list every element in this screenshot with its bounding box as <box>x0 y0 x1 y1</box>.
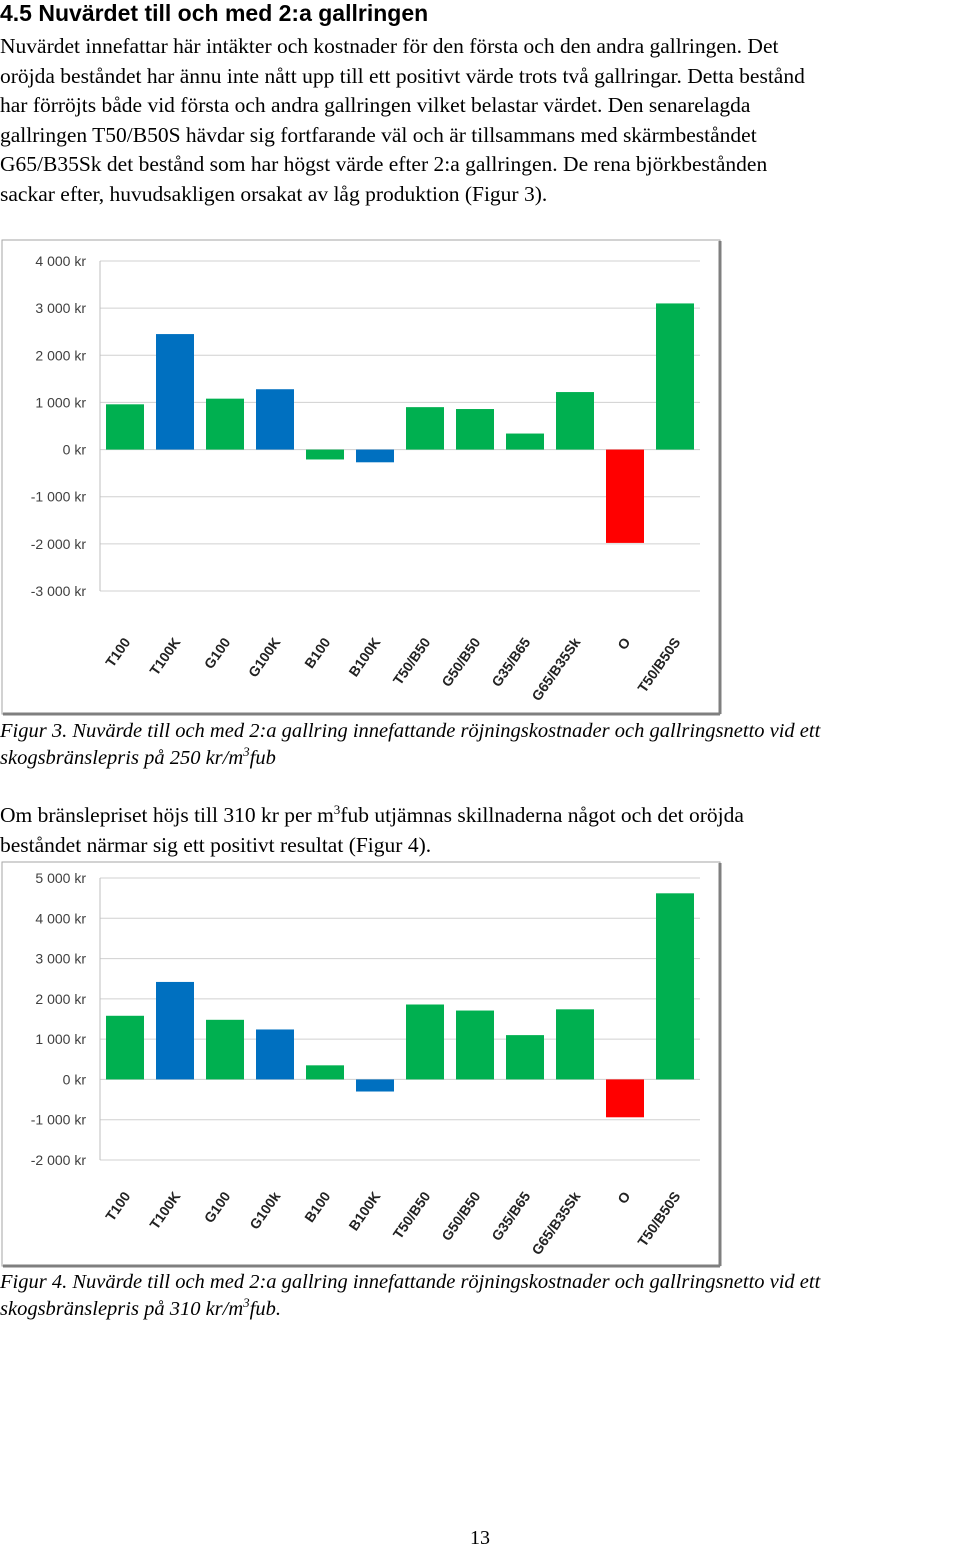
y-tick-label: 2 000 kr <box>35 991 86 1007</box>
bar-g100k <box>256 389 294 450</box>
bar-g65-b35sk <box>556 1009 594 1080</box>
caption-text: skogsbränslepris på 250 kr/m <box>0 747 244 769</box>
bar-g50-b50 <box>456 1010 494 1080</box>
y-tick-label: -2 000 kr <box>31 1152 87 1168</box>
bar-t50-b50s <box>656 893 694 1080</box>
bar-b100k <box>356 1079 394 1092</box>
caption-line: Figur 4. Nuvärde till och med 2:a gallri… <box>0 1271 821 1293</box>
bar-g35-b65 <box>506 433 544 450</box>
paragraph-price: Om bränslepriset höjs till 310 kr per m3… <box>0 801 960 860</box>
bar-t50-b50 <box>406 1004 444 1080</box>
caption-text: skogsbränslepris på 310 kr/m <box>0 1298 244 1320</box>
chart-frame <box>1 239 721 715</box>
text-line: Om bränslepriset höjs till 310 kr per m3… <box>0 801 960 831</box>
bar-t100 <box>106 404 144 450</box>
page-number: 13 <box>470 1527 490 1549</box>
y-tick-label: 0 kr <box>63 1071 87 1087</box>
bar-b100 <box>306 1065 344 1080</box>
text-line: sackar efter, huvudsakligen orsakat av l… <box>0 181 548 206</box>
y-tick-label: 1 000 kr <box>35 1031 86 1047</box>
caption-line: skogsbränslepris på 310 kr/m3fub. <box>0 1296 960 1323</box>
text-line: Nuvärdet innefattar här intäkter och kos… <box>0 34 779 58</box>
text-line: har förröjts både vid första och andra g… <box>0 93 751 117</box>
bar-t100 <box>106 1015 144 1080</box>
bar-g65-b35sk <box>556 392 594 450</box>
caption-text: fub. <box>249 1298 281 1320</box>
y-tick-label: -2 000 kr <box>31 536 87 552</box>
figure-4-caption: Figur 4. Nuvärde till och med 2:a gallri… <box>0 1269 960 1323</box>
superscript: 3 <box>333 802 341 817</box>
caption-text: fub <box>249 747 276 769</box>
y-tick-label: 5 000 kr <box>35 870 86 886</box>
bar-o <box>606 449 644 543</box>
paragraph-intro: Nuvärdet innefattar här intäkter och kos… <box>0 32 960 209</box>
section-heading: 4.5 Nuvärdet till och med 2:a gallringen <box>0 0 429 26</box>
bar-g100 <box>206 398 244 450</box>
y-tick-label: -1 000 kr <box>31 1112 87 1128</box>
figure-3-chart: 4 000 kr 3 000 kr 2 000 kr 1 000 kr 0 kr -1 0… <box>1 239 722 716</box>
figure-3-caption: Figur 3. Nuvärde till och med 2:a gallri… <box>0 718 960 772</box>
superscript: 3 <box>243 744 250 759</box>
bar-g50-b50 <box>456 409 494 450</box>
bar-b100 <box>306 449 344 460</box>
text-line: oröjda beståndet har ännu inte nått upp … <box>0 63 805 88</box>
text-fragment: fub utjämnas skillnaderna något och det … <box>340 803 744 827</box>
bar-g100 <box>206 1019 244 1080</box>
y-tick-label: -1 000 kr <box>31 489 87 505</box>
y-tick-label: 0 kr <box>63 442 87 458</box>
bar-o <box>606 1079 644 1118</box>
bar-b100k <box>356 449 394 463</box>
text-line: beståndet närmar sig ett positivt result… <box>0 832 432 857</box>
bar-t50-b50 <box>406 407 444 450</box>
y-tick-label: 3 000 kr <box>35 951 86 967</box>
y-tick-label: 1 000 kr <box>35 394 86 410</box>
bar-g100k <box>256 1029 294 1080</box>
bar-g35-b65 <box>506 1035 544 1080</box>
text-line: gallringen T50/B50S hävdar sig fortfaran… <box>0 122 757 147</box>
caption-line: skogsbränslepris på 250 kr/m3fub <box>0 745 960 772</box>
bar-t50-b50s <box>656 303 694 450</box>
bar-t100k <box>156 334 194 450</box>
superscript: 3 <box>243 1295 250 1310</box>
bar-t100k <box>156 981 194 1080</box>
figure-4-chart: 5 000 kr 4 000 kr 3 000 kr 2 000 kr 1 000 kr… <box>1 861 722 1268</box>
y-tick-label: 4 000 kr <box>35 910 86 926</box>
y-tick-label: 2 000 kr <box>35 347 86 363</box>
y-tick-label: 4 000 kr <box>35 253 86 269</box>
y-tick-label: -3 000 kr <box>31 583 87 599</box>
y-tick-label: 3 000 kr <box>35 300 86 316</box>
text-fragment: Om bränslepriset höjs till 310 kr per m <box>0 803 334 827</box>
text-line: G65/B35Sk det bestånd som har högst värd… <box>0 152 768 176</box>
caption-line: Figur 3. Nuvärde till och med 2:a gallri… <box>0 720 821 742</box>
